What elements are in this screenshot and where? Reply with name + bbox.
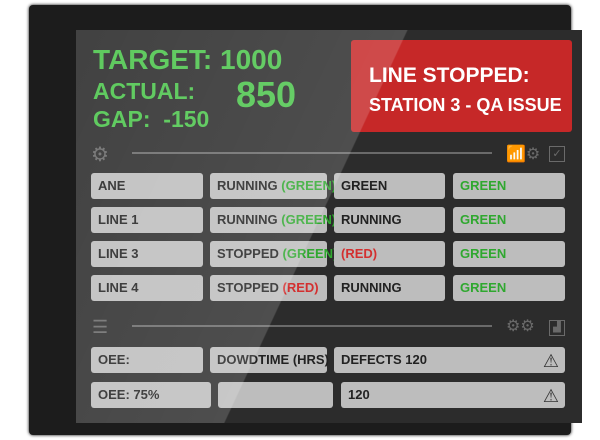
gap-label: GAP: -150 [93, 106, 210, 132]
status-color-text: GREEN [460, 246, 507, 261]
status-cell: LINE 3 [91, 241, 203, 267]
actual-label: ACTUAL: [93, 78, 196, 104]
status-cell: ANE [91, 173, 203, 199]
status-color-text: GREEN [460, 178, 507, 193]
status-cell: (RED) [334, 241, 445, 267]
status-cell: STOPPED (RED) [210, 275, 327, 301]
actual-value: 850 [236, 74, 297, 115]
status-cell: STOPPED (GREEN) [210, 241, 337, 267]
status-cell: LINE 4 [91, 275, 203, 301]
line-stopped-alert: LINE STOPPED: STATION 3 - QA ISSUE [351, 40, 572, 132]
status-cell: LINE 1 [91, 207, 203, 233]
status-color-text: (RED) [282, 280, 319, 295]
gear-icon: ⚙ [91, 144, 109, 166]
defects-text: DEFECTS 120 [341, 352, 427, 367]
status-color-text: GREEN [460, 212, 507, 227]
monitor-bezel: TARGET: 1000 ACTUAL: 850 GAP: -150 LINE … [29, 5, 582, 435]
gears-icon: ⚙⚙ [506, 318, 535, 335]
cell-text: ANE [98, 178, 126, 193]
status-color-text: (GREEN) [282, 246, 338, 261]
status-color-text: (GREEN) [281, 178, 337, 193]
status-cell: GREEN [453, 207, 565, 233]
cell-text: STOPPED [217, 280, 283, 295]
cell-text: STOPPED [217, 246, 283, 261]
defects-value-cell: 120 ⚠ [341, 382, 565, 408]
cell-text: RUNNING [341, 280, 402, 295]
cell-text: RUNNING [217, 212, 282, 227]
status-cell: GREEN [334, 173, 445, 199]
empty-cell [218, 382, 333, 408]
oee-label-cell: OEE: [91, 347, 203, 373]
cell-text: RUNNING [217, 178, 282, 193]
status-color-text: (RED) [341, 246, 378, 261]
status-color-text: (GREEN) [281, 212, 337, 227]
warning-icon: ⚠ [542, 386, 559, 406]
status-cell: RUNNING [334, 207, 445, 233]
target-label: TARGET: 1000 [93, 44, 283, 75]
warning-icon: ⚠ [542, 351, 559, 371]
alert-detail: STATION 3 - QA ISSUE [369, 95, 562, 115]
cell-text: RUNNING [341, 212, 402, 227]
bar-chart-icon: ▟ [549, 320, 565, 336]
divider [132, 325, 492, 327]
alert-title: LINE STOPPED: [369, 64, 530, 87]
cell-text: LINE 1 [98, 212, 139, 227]
status-cell: GREEN [453, 173, 565, 199]
status-cell: GREEN [453, 241, 565, 267]
status-cell: RUNNING [334, 275, 445, 301]
chart-gears-icon: 📶⚙ [506, 146, 541, 163]
dashboard-screen: TARGET: 1000 ACTUAL: 850 GAP: -150 LINE … [76, 30, 582, 423]
status-color-text: GREEN [460, 280, 507, 295]
divider [132, 152, 492, 154]
ladder-icon: ☰ [92, 317, 109, 337]
defects-value: 120 [348, 387, 370, 402]
downtime-cell: DOWDTIME (HRS) [210, 347, 329, 373]
status-cell: RUNNING (GREEN) [210, 173, 336, 199]
oee-value-cell: OEE: 75% [91, 382, 211, 408]
cell-text: LINE 3 [98, 246, 139, 261]
cell-text: GREEN [341, 178, 388, 193]
cell-text: LINE 4 [98, 280, 139, 295]
status-cell: RUNNING (GREEN) [210, 207, 336, 233]
defects-cell: DEFECTS 120 ⚠ [334, 347, 565, 373]
checkbox-icon: ✓ [549, 146, 565, 162]
status-cell: GREEN [453, 275, 565, 301]
